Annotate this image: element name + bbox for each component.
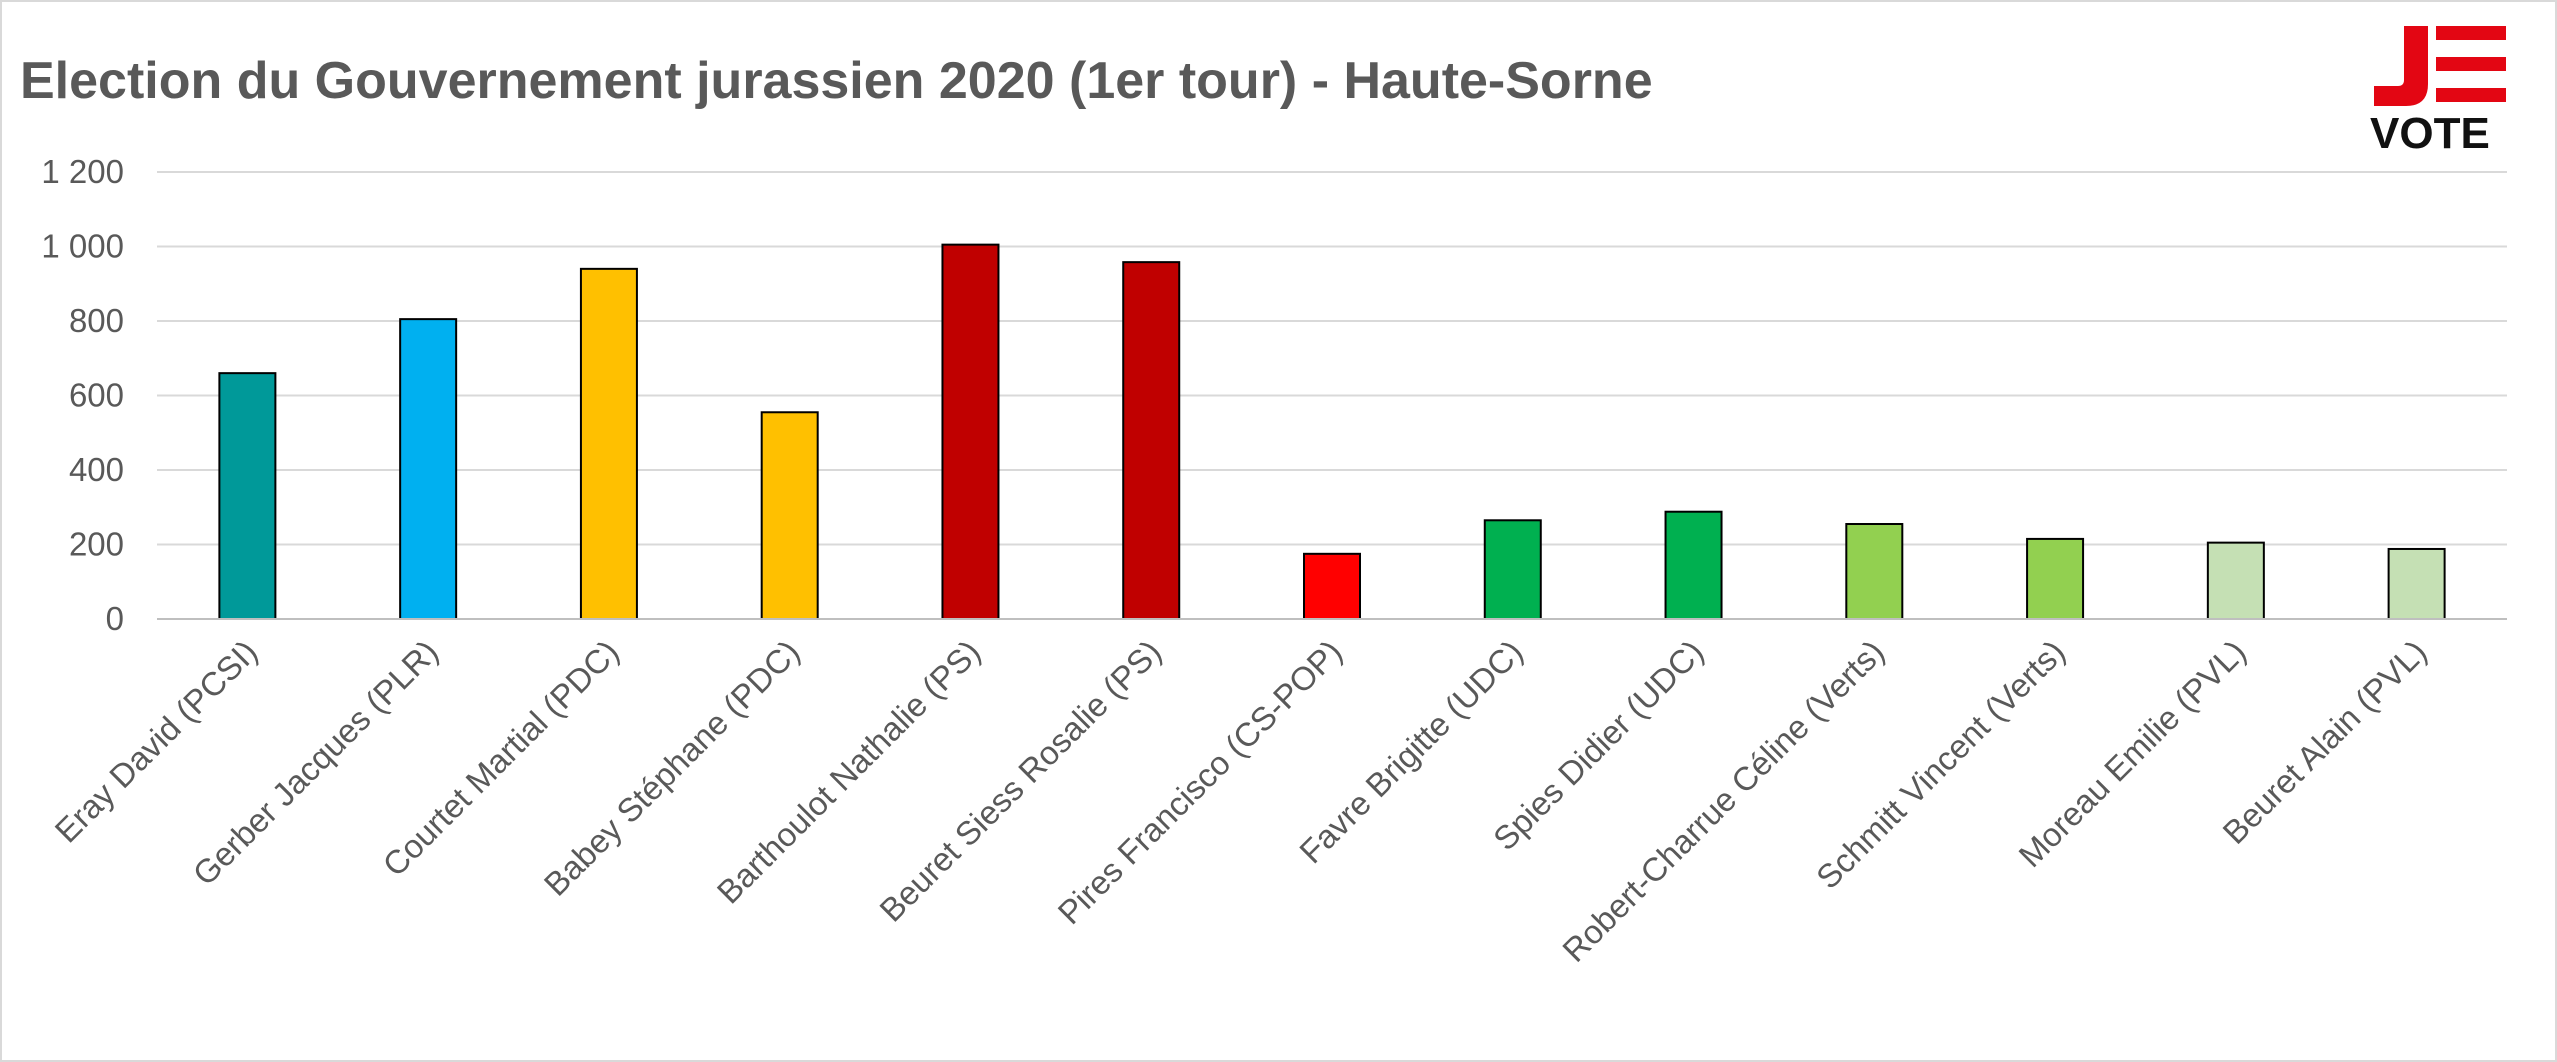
bar xyxy=(1483,519,1542,620)
logo-word: VOTE xyxy=(2370,109,2490,158)
y-tick-label: 0 xyxy=(106,600,124,637)
gridlines xyxy=(157,171,2507,546)
bar xyxy=(218,372,277,620)
y-tick-label: 400 xyxy=(69,451,124,488)
bar xyxy=(2387,547,2446,620)
bar xyxy=(1845,523,1904,621)
x-axis-categories: Eray David (PCSI)Gerber Jacques (PLR)Cou… xyxy=(48,633,2434,969)
logo-stripe xyxy=(2436,26,2506,40)
x-category-label: Beuret Alain (PVL) xyxy=(2215,633,2433,851)
chart-title: Election du Gouvernement jurassien 2020 … xyxy=(20,52,1653,110)
bar xyxy=(399,318,458,620)
y-tick-label: 800 xyxy=(69,302,124,339)
je-vote-logo: VOTE xyxy=(2370,26,2506,158)
y-tick-label: 600 xyxy=(69,377,124,414)
bar xyxy=(1303,552,1361,620)
x-category-label: Robert-Charrue Céline (Verts) xyxy=(1555,633,1891,969)
x-category-label: Pires Francisco (CS-POP) xyxy=(1051,633,1349,931)
bar xyxy=(2206,541,2265,621)
logo-stripe xyxy=(2436,88,2506,102)
y-tick-label: 1 200 xyxy=(41,153,124,190)
bar xyxy=(760,411,819,621)
x-category-label: Eray David (PCSI) xyxy=(48,633,265,850)
bar xyxy=(1664,510,1723,620)
logo-letter-j xyxy=(2374,26,2428,106)
logo-stripe xyxy=(2436,57,2506,71)
bar xyxy=(941,243,1000,620)
bars xyxy=(218,243,2446,621)
bar xyxy=(1122,261,1181,620)
y-axis-ticks: 0 200 400 600 800 1 000 1 200 xyxy=(41,153,124,637)
y-tick-label: 200 xyxy=(69,526,124,563)
bar xyxy=(579,267,638,620)
bar xyxy=(2026,537,2085,620)
y-tick-label: 1 000 xyxy=(41,228,124,265)
